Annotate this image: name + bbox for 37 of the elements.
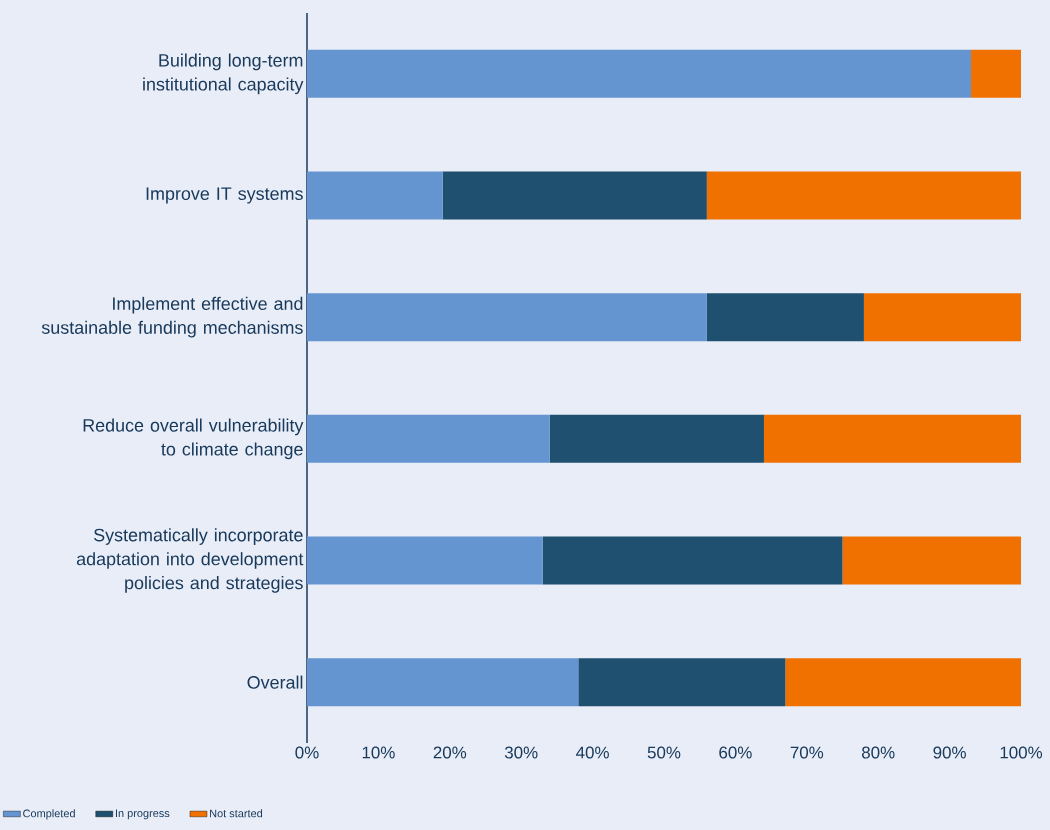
x-tick-label: 50% xyxy=(647,746,681,759)
legend-label: Not started xyxy=(210,809,263,818)
bar xyxy=(307,171,443,220)
bar xyxy=(578,658,786,707)
bar xyxy=(763,414,1022,463)
y-tick-label: Reduce overall vulnerability to climate change xyxy=(83,418,304,460)
bar xyxy=(542,536,843,585)
legend-label: Completed xyxy=(23,809,75,820)
bar xyxy=(307,536,543,585)
x-tick-label: 10% xyxy=(362,746,395,759)
x-tick-label: 60% xyxy=(719,746,752,759)
y-tick-label: Overall xyxy=(247,675,303,689)
legend-label: In progress xyxy=(115,809,170,820)
bar xyxy=(785,658,1022,707)
bar xyxy=(863,293,1022,342)
bar xyxy=(549,414,764,463)
x-tick-label: 70% xyxy=(790,746,824,759)
x-tick-label: 80% xyxy=(861,746,895,759)
y-tick-label: Building long-term institutional capacity xyxy=(143,53,304,95)
bar xyxy=(307,658,579,707)
x-tick-label: 40% xyxy=(576,746,609,759)
bar xyxy=(307,49,972,98)
y-tick-label: Implement effective and sustainable funding mechanisms xyxy=(41,296,303,338)
x-tick-label: 100% xyxy=(1000,746,1043,759)
bar xyxy=(307,293,707,342)
x-tick-label: 0% xyxy=(295,746,319,759)
bar xyxy=(842,536,1022,585)
bar xyxy=(706,293,864,342)
x-tick-label: 20% xyxy=(433,746,467,759)
bar xyxy=(971,49,1022,98)
y-tick-label: Improve IT systems xyxy=(146,187,303,204)
bar xyxy=(307,414,550,463)
x-tick-label: 30% xyxy=(504,746,538,759)
y-tick-label: Systematically incorporate adaptation into development policies and strategies xyxy=(76,528,304,593)
bar xyxy=(442,171,707,220)
x-tick-label: 90% xyxy=(933,746,966,759)
bar xyxy=(706,171,1022,220)
